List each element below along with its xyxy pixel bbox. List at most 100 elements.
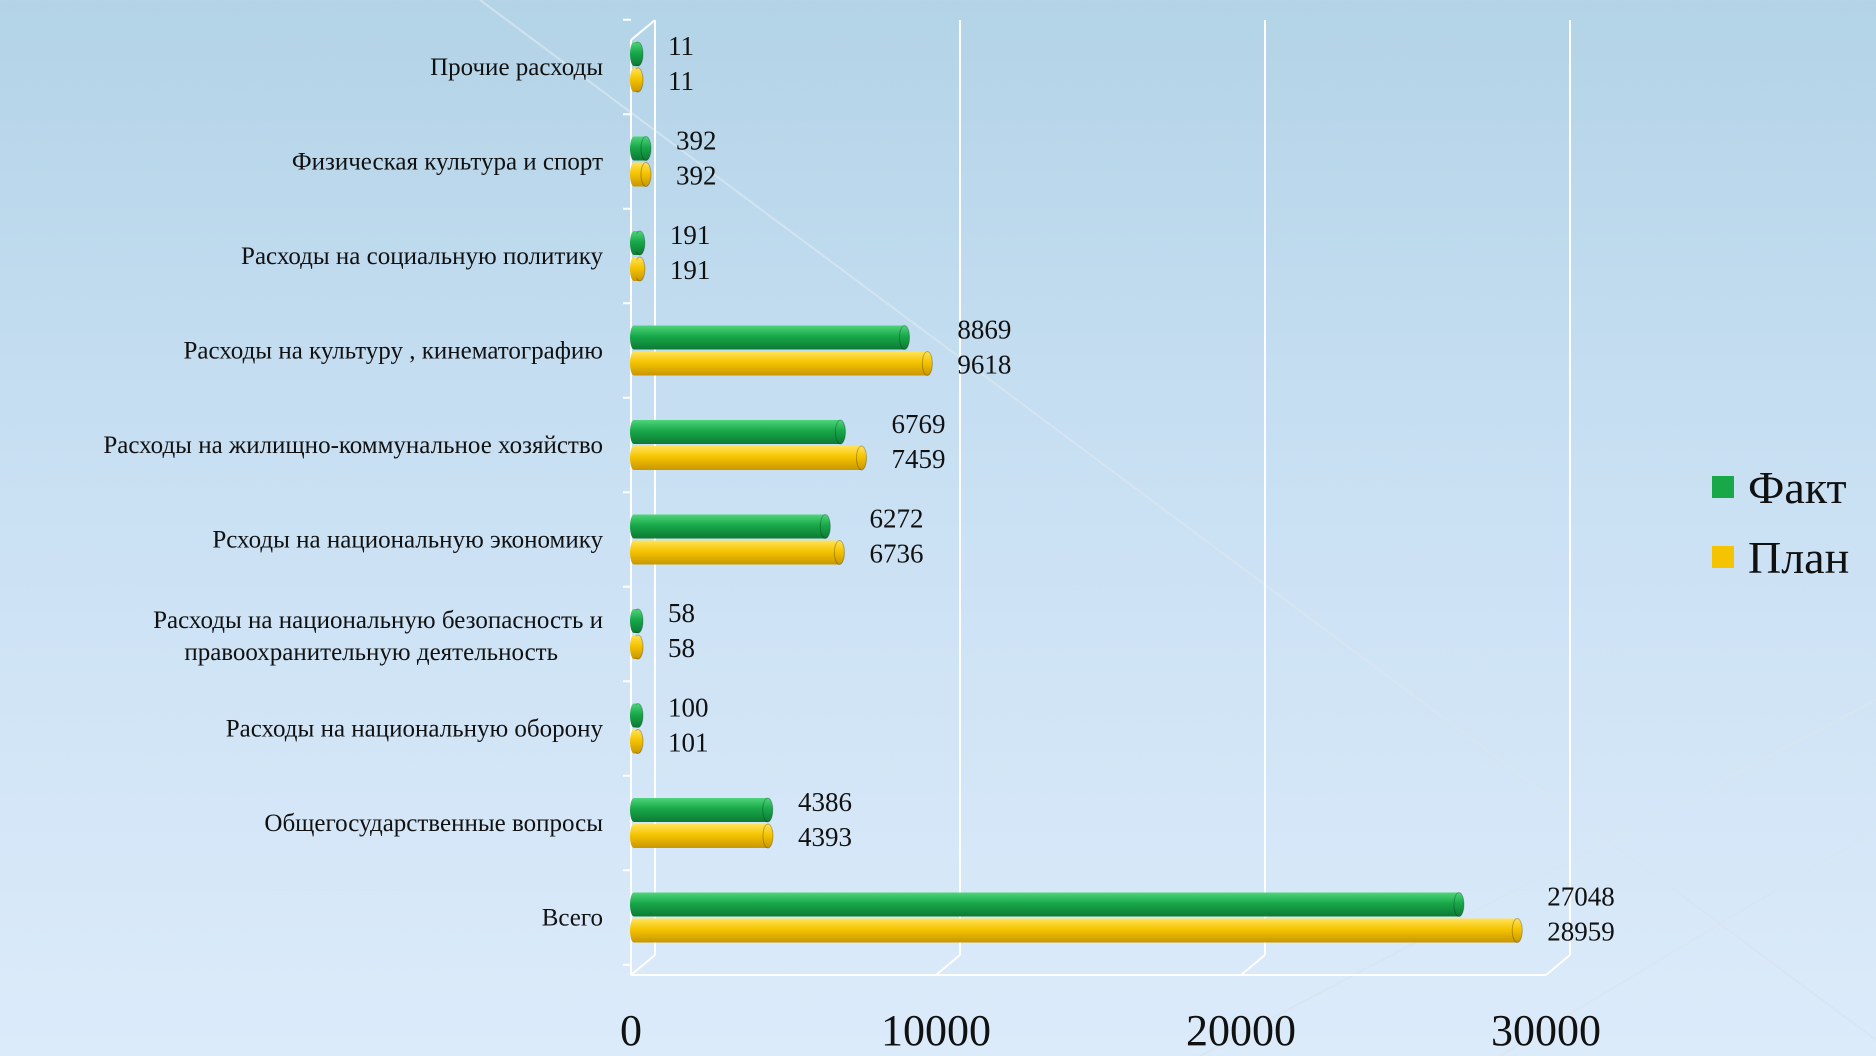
left-wall-top bbox=[630, 19, 656, 41]
bar-plan-9-start bbox=[630, 918, 638, 943]
bar-fact-1-start bbox=[630, 136, 638, 161]
bar-plan-3-start bbox=[630, 351, 638, 376]
legend-item-plan: План bbox=[1712, 522, 1849, 592]
bar-fact-1-body bbox=[634, 136, 646, 161]
bar-plan-3-cap bbox=[921, 351, 933, 376]
category-label-2: Расходы на социальную политику bbox=[241, 243, 603, 270]
bar-plan-3-body bbox=[634, 351, 928, 376]
value-label-plan-6: 58 bbox=[668, 633, 695, 663]
bar-fact-5 bbox=[630, 514, 831, 539]
bar-fact-1-cap bbox=[640, 136, 652, 161]
value-label-plan-1: 392 bbox=[676, 161, 717, 191]
category-label-6-line-1: правоохранительную деятельность bbox=[184, 639, 558, 666]
bar-plan-3 bbox=[630, 351, 933, 376]
x-axis-ticks: 0 10000 20000 30000 bbox=[620, 1006, 1601, 1055]
x-tick-label-20000: 20000 bbox=[1186, 1006, 1296, 1055]
bar-fact-9-body bbox=[634, 892, 1459, 917]
value-label-plan-8: 4393 bbox=[798, 822, 852, 852]
bar-fact-3-start bbox=[630, 325, 638, 350]
bar-plan-8-body bbox=[634, 824, 768, 848]
bar-plan-4-start bbox=[630, 446, 638, 470]
bar-fact-2-start bbox=[630, 231, 638, 255]
bar-plan-0-start bbox=[630, 68, 638, 92]
bar-fact-4-body bbox=[634, 420, 841, 444]
x-tick-label-10000: 10000 bbox=[881, 1006, 991, 1055]
bar-fact-8-cap bbox=[762, 797, 774, 823]
bar-fact-3-cap bbox=[899, 325, 911, 350]
value-label-plan-0: 11 bbox=[668, 66, 694, 96]
bar-fact-5-start bbox=[630, 514, 638, 539]
bar-plan-1 bbox=[630, 162, 652, 187]
value-label-fact-2: 191 bbox=[670, 220, 711, 250]
grid-depth-30000 bbox=[1545, 954, 1571, 976]
bar-plan-9-body bbox=[634, 918, 1518, 943]
x-tick-label-30000: 30000 bbox=[1491, 1006, 1601, 1055]
category-label-8: Общегосударственные вопросы bbox=[264, 810, 603, 837]
bar-fact-5-body bbox=[634, 514, 826, 539]
bar-fact-9-start bbox=[630, 892, 638, 917]
bar-fact-6 bbox=[630, 608, 644, 634]
bar-fact-6-start bbox=[630, 609, 638, 633]
bar-fact-3 bbox=[630, 325, 911, 350]
bar-fact-8 bbox=[630, 797, 774, 823]
bar-fact-4-cap bbox=[834, 419, 846, 445]
bar-plan-5-cap bbox=[833, 540, 845, 565]
bar-plan-4 bbox=[630, 445, 867, 471]
bar-plan-2-start bbox=[630, 257, 638, 281]
bar-plan-6 bbox=[630, 634, 644, 660]
category-labels: Прочие расходы Физическая культура и спор… bbox=[103, 54, 603, 932]
legend-label-fact: Факт bbox=[1748, 461, 1847, 513]
legend-label-plan: План bbox=[1748, 531, 1850, 583]
bar-plan-7-start bbox=[630, 729, 638, 754]
bar-plan-4-cap bbox=[855, 445, 867, 471]
bar-fact-0-start bbox=[630, 42, 638, 66]
category-label-9: Всего bbox=[542, 905, 603, 932]
value-label-fact-0: 11 bbox=[668, 31, 694, 61]
chart-legend: Факт План bbox=[1712, 452, 1849, 592]
bar-plan-1-cap bbox=[640, 162, 652, 187]
category-label-3: Расходы на культуру , кинематографию bbox=[183, 338, 603, 365]
bar-fact-7 bbox=[630, 703, 644, 728]
grid-depth-20000 bbox=[1240, 954, 1266, 976]
bar-plan-4-body bbox=[634, 446, 862, 470]
legend-swatch-plan bbox=[1712, 546, 1734, 568]
value-label-fact-5: 6272 bbox=[869, 504, 923, 534]
bar-fact-9-cap bbox=[1453, 892, 1465, 917]
bar-fact-8-start bbox=[630, 798, 638, 822]
bar-fact-7-start bbox=[630, 703, 638, 728]
bar-plan-2 bbox=[630, 256, 646, 282]
category-label-1: Физическая культура и спорт bbox=[292, 149, 603, 176]
value-label-fact-1: 392 bbox=[676, 126, 717, 156]
bar-fact-0 bbox=[630, 41, 644, 67]
value-label-fact-6: 58 bbox=[668, 598, 695, 628]
bar-plan-6-start bbox=[630, 635, 638, 659]
category-label-6-line-0: Расходы на национальную безопасность и bbox=[153, 607, 603, 634]
bar-plan-8 bbox=[630, 823, 774, 849]
bar-fact-5-cap bbox=[819, 514, 831, 539]
value-label-plan-9: 28959 bbox=[1547, 917, 1615, 947]
value-label-plan-4: 7459 bbox=[891, 444, 945, 474]
value-labels: 11 11 392 392 191 191 8869 9618 6769 7459 6272 6736… bbox=[668, 31, 1615, 947]
bar-plan-5-body bbox=[634, 540, 840, 565]
bar-plan-5-start bbox=[630, 540, 638, 565]
value-label-fact-4: 6769 bbox=[891, 409, 945, 439]
legend-item-fact: Факт bbox=[1712, 452, 1849, 522]
bar-fact-3-body bbox=[634, 325, 905, 350]
bar-fact-9 bbox=[630, 892, 1465, 917]
bar-plan-9 bbox=[630, 918, 1523, 943]
value-label-fact-3: 8869 bbox=[957, 315, 1011, 345]
value-label-fact-9: 27048 bbox=[1547, 882, 1615, 912]
legend-swatch-fact bbox=[1712, 476, 1734, 498]
grid-depth-0 bbox=[630, 954, 656, 976]
bar-fact-4 bbox=[630, 419, 846, 445]
bars bbox=[630, 41, 1523, 943]
value-label-plan-5: 6736 bbox=[869, 539, 923, 569]
value-label-fact-7: 100 bbox=[668, 693, 709, 723]
x-tick-label-0: 0 bbox=[620, 1006, 642, 1055]
bar-fact-1 bbox=[630, 136, 652, 161]
bar-plan-1-start bbox=[630, 162, 638, 187]
value-label-fact-8: 4386 bbox=[798, 787, 852, 817]
